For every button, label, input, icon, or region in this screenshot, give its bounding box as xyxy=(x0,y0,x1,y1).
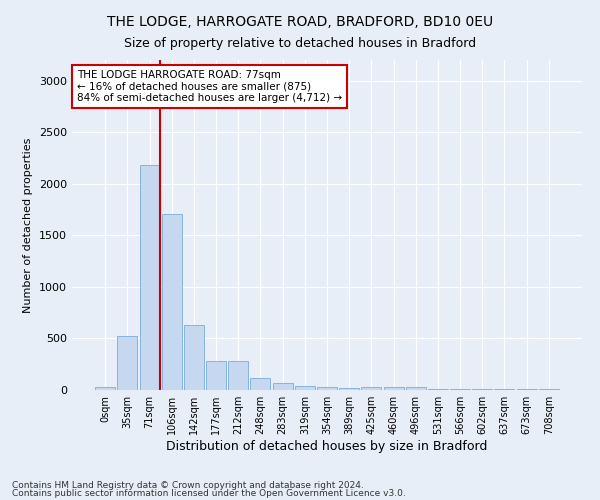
Bar xyxy=(95,387,115,390)
Bar xyxy=(317,387,337,390)
Bar xyxy=(162,214,182,390)
Text: THE LODGE, HARROGATE ROAD, BRADFORD, BD10 0EU: THE LODGE, HARROGATE ROAD, BRADFORD, BD1… xyxy=(107,15,493,29)
Bar xyxy=(383,388,404,390)
Text: Contains public sector information licensed under the Open Government Licence v3: Contains public sector information licen… xyxy=(12,489,406,498)
Bar xyxy=(272,383,293,390)
Bar xyxy=(228,361,248,390)
Bar xyxy=(184,324,204,390)
Bar xyxy=(250,378,271,390)
Bar xyxy=(140,165,160,390)
Bar xyxy=(118,336,137,390)
Bar xyxy=(361,387,382,390)
Bar xyxy=(206,361,226,390)
Bar xyxy=(406,387,426,390)
Text: Contains HM Land Registry data © Crown copyright and database right 2024.: Contains HM Land Registry data © Crown c… xyxy=(12,480,364,490)
Bar xyxy=(339,388,359,390)
Text: THE LODGE HARROGATE ROAD: 77sqm
← 16% of detached houses are smaller (875)
84% o: THE LODGE HARROGATE ROAD: 77sqm ← 16% of… xyxy=(77,70,342,103)
Y-axis label: Number of detached properties: Number of detached properties xyxy=(23,138,34,312)
Bar xyxy=(295,386,315,390)
X-axis label: Distribution of detached houses by size in Bradford: Distribution of detached houses by size … xyxy=(166,440,488,453)
Text: Size of property relative to detached houses in Bradford: Size of property relative to detached ho… xyxy=(124,38,476,51)
